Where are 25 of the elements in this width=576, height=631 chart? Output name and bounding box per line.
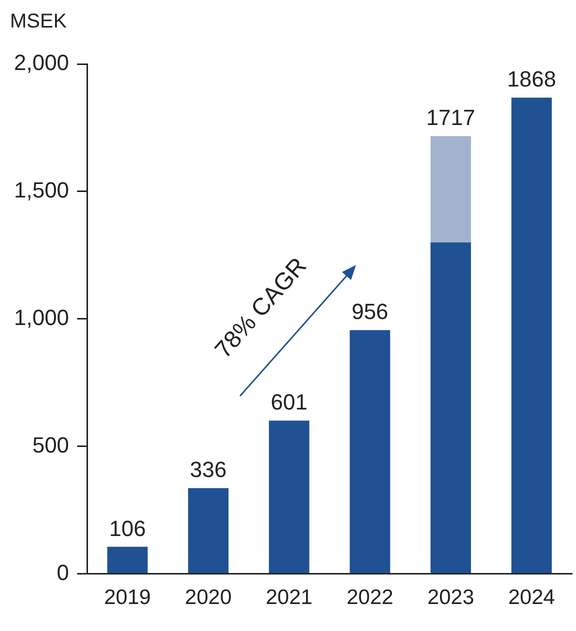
x-tick-label: 2024 (508, 586, 556, 610)
x-tick-label: 2021 (266, 586, 312, 610)
total-label: 956 (352, 299, 388, 324)
bar (430, 136, 471, 242)
x-tick-label: 2022 (346, 586, 394, 610)
y-axis-title: MSEK (10, 10, 68, 33)
y-tick-label: 1,500 (14, 178, 70, 203)
bar (268, 420, 310, 574)
bar (107, 546, 148, 574)
bar (511, 98, 552, 574)
bar (350, 330, 390, 574)
bar (188, 488, 228, 574)
total-label: 106 (109, 516, 146, 541)
x-tick-label: 2019 (104, 586, 151, 610)
bar (430, 242, 471, 574)
y-tick-label: 2,000 (14, 50, 70, 76)
y-tick-label: 1,000 (14, 304, 70, 330)
total-label: 601 (270, 390, 308, 415)
y-tick-label: 0 (56, 560, 70, 585)
x-tick-label: 2020 (184, 586, 232, 610)
total-label: 1717 (426, 105, 476, 130)
total-label: 1868 (507, 66, 556, 92)
total-label: 336 (190, 457, 227, 482)
y-tick-label: 500 (32, 432, 70, 458)
x-tick-label: 2023 (427, 586, 474, 610)
